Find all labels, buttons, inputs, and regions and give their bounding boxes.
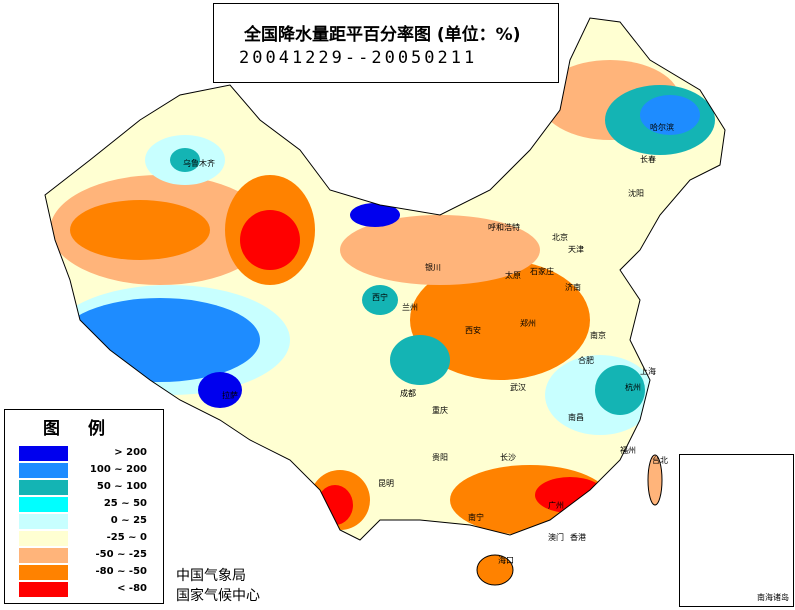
city-label: 太原 — [505, 271, 521, 280]
legend-item: 0 ~ 25 — [19, 514, 159, 529]
legend-label: -80 ~ -50 — [95, 566, 147, 577]
city-label: 沈阳 — [628, 189, 644, 198]
city-label: 武汉 — [510, 383, 526, 392]
city-label: 合肥 — [578, 356, 594, 365]
city-label: 海口 — [498, 556, 514, 565]
city-label: 成都 — [400, 389, 416, 398]
city-label: 银川 — [425, 263, 441, 272]
city-label: 上海 — [640, 367, 656, 376]
legend-label: < -80 — [117, 583, 147, 594]
city-label: 台北 — [652, 456, 668, 465]
legend-swatch — [19, 497, 68, 512]
city-label: 哈尔滨 — [650, 123, 674, 132]
legend-item: -25 ~ 0 — [19, 531, 159, 546]
city-label: 南昌 — [568, 413, 584, 422]
legend-swatch — [19, 582, 68, 597]
legend-label: 0 ~ 25 — [110, 515, 147, 526]
city-label: 长沙 — [500, 453, 516, 462]
title-box: 全国降水量距平百分率图 (单位：%) 20041229--20050211 — [213, 3, 559, 83]
date-range: 20041229--20050211 — [239, 48, 478, 68]
city-label: 昆明 — [378, 479, 394, 488]
city-label: 拉萨 — [222, 391, 238, 400]
legend-title: 图例 — [43, 419, 133, 439]
legend-item: 25 ~ 50 — [19, 497, 159, 512]
south-china-sea-inset: 南海诸岛 — [679, 454, 794, 607]
city-label: 乌鲁木齐 — [183, 159, 215, 168]
city-label: 兰州 — [402, 303, 418, 312]
org-ncc: 国家气候中心 — [176, 588, 260, 604]
legend-swatch — [19, 514, 68, 529]
legend-label: -25 ~ 0 — [106, 532, 147, 543]
city-label: 广州 — [548, 501, 564, 510]
legend-item: -50 ~ -25 — [19, 548, 159, 563]
legend-item: 50 ~ 100 — [19, 480, 159, 495]
org-cma: 中国气象局 — [176, 568, 246, 584]
city-label: 天津 — [568, 245, 584, 254]
country-border — [44, 17, 726, 541]
legend: 图例 > 200 100 ~ 200 50 ~ 100 25 ~ 50 0 ~ 25 -2… — [4, 409, 164, 604]
legend-item: 100 ~ 200 — [19, 463, 159, 478]
legend-swatch — [19, 446, 68, 461]
city-label: 郑州 — [520, 319, 536, 328]
city-label: 长春 — [640, 155, 656, 164]
legend-swatch — [19, 548, 68, 563]
map-title: 全国降水量距平百分率图 (单位：%) — [244, 25, 521, 45]
city-label: 贵阳 — [432, 453, 448, 462]
city-label: 香港 — [570, 533, 586, 542]
city-label: 济南 — [565, 283, 581, 292]
city-label: 西安 — [465, 326, 481, 335]
legend-swatch — [19, 463, 68, 478]
city-label: 石家庄 — [530, 267, 554, 276]
city-label: 西宁 — [372, 293, 388, 302]
city-label: 呼和浩特 — [488, 223, 520, 232]
hainan-island — [476, 554, 514, 586]
city-label: 杭州 — [625, 383, 641, 392]
legend-label: -50 ~ -25 — [95, 549, 147, 560]
legend-label: 25 ~ 50 — [103, 498, 147, 509]
city-label: 南京 — [590, 331, 606, 340]
legend-swatch — [19, 565, 68, 580]
city-label: 澳门 — [548, 533, 564, 542]
legend-label: 50 ~ 100 — [96, 481, 147, 492]
legend-item: < -80 — [19, 582, 159, 597]
legend-swatch — [19, 480, 68, 495]
taiwan-island — [647, 454, 663, 506]
city-label: 北京 — [552, 233, 568, 242]
city-label: 重庆 — [432, 406, 448, 415]
legend-label: 100 ~ 200 — [89, 464, 147, 475]
city-label: 南宁 — [468, 513, 484, 522]
legend-item: -80 ~ -50 — [19, 565, 159, 580]
legend-item: > 200 — [19, 446, 159, 461]
legend-label: > 200 — [114, 447, 147, 458]
legend-swatch — [19, 531, 68, 546]
inset-label: 南海诸岛 — [757, 593, 789, 602]
city-label: 福州 — [620, 446, 636, 455]
